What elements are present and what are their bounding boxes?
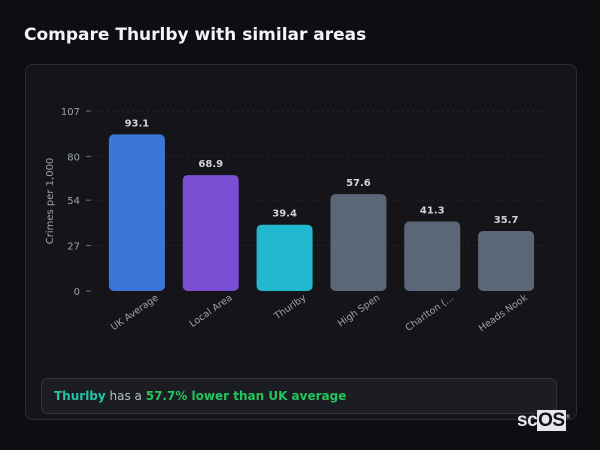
area-name: Thurlby: [54, 389, 106, 403]
bar: [182, 175, 239, 291]
x-tick-label: Heads Nook: [477, 292, 530, 334]
comparison-summary: Thurlby has a 57.7% lower than UK averag…: [41, 378, 557, 414]
data-label: 93.1: [125, 118, 150, 129]
data-label: 68.9: [198, 159, 223, 170]
x-tick-label: Charlton (...: [403, 292, 455, 333]
data-label: 57.6: [346, 178, 371, 189]
scos-logo: scOS®: [517, 410, 570, 431]
x-tick-label: UK Average: [109, 292, 161, 333]
comparison-value: 57.7% lower than UK average: [145, 389, 347, 403]
bar: [256, 224, 313, 291]
data-label: 35.7: [494, 215, 519, 226]
page-title: Compare Thurlby with similar areas: [24, 25, 367, 45]
bar: [404, 221, 461, 291]
bar: [108, 134, 165, 291]
bar: [478, 230, 535, 291]
bar: [330, 194, 387, 291]
summary-text: has a: [105, 389, 146, 403]
y-axis-label: Crimes per 1,000: [45, 158, 56, 245]
y-tick-label: 80: [67, 152, 80, 163]
data-label: 41.3: [420, 206, 445, 217]
data-label: 39.4: [272, 209, 297, 220]
x-tick-label: Thurlby: [272, 292, 309, 322]
x-tick-label: Local Area: [188, 292, 235, 329]
y-tick-label: 107: [61, 107, 80, 118]
y-tick-label: 27: [67, 242, 80, 253]
y-tick-label: 0: [74, 287, 80, 298]
y-tick-label: 54: [67, 196, 80, 207]
x-tick-label: High Spen: [336, 292, 382, 329]
